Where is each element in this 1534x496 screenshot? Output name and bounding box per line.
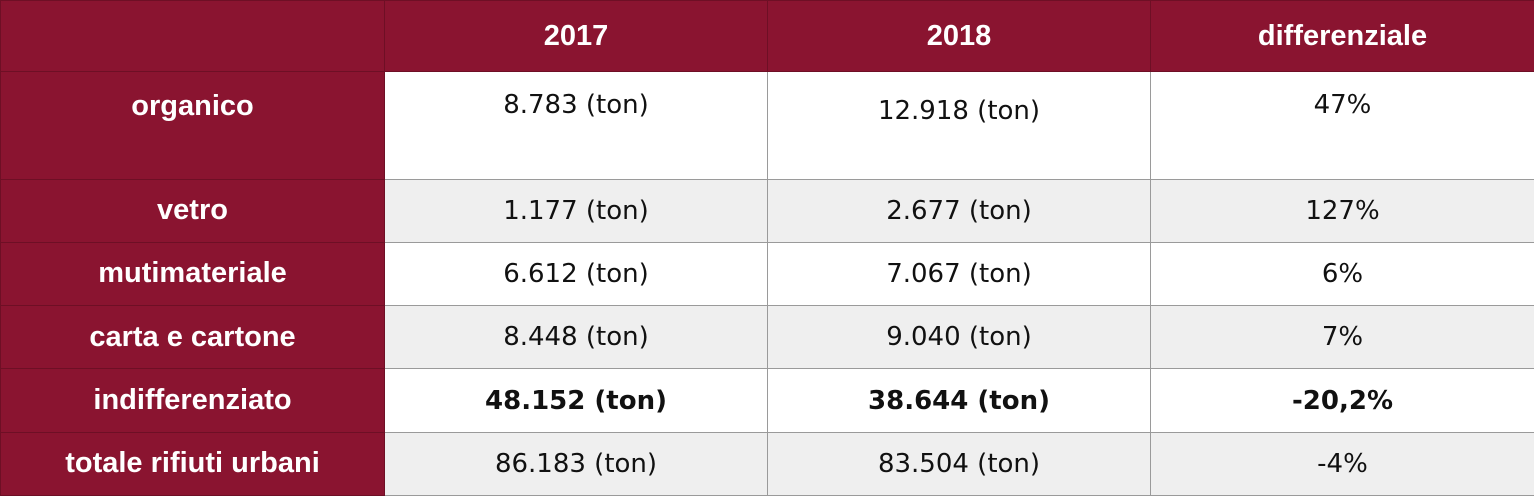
value-differenziale: 127% <box>1150 178 1534 243</box>
value-2017: 6.612 (ton) <box>384 241 768 307</box>
table-row: carta e cartone 8.448 (ton) 9.040 (ton) … <box>0 305 1534 370</box>
value-differenziale: 7% <box>1150 305 1534 370</box>
table-row: vetro 1.177 (ton) 2.677 (ton) 127% <box>0 178 1534 243</box>
row-label: organico <box>0 71 385 180</box>
value-differenziale: -20,2% <box>1150 368 1534 433</box>
value-2018: 2.677 (ton) <box>767 178 1151 243</box>
value-2018: 7.067 (ton) <box>767 241 1151 307</box>
value-2018: 83.504 (ton) <box>767 431 1151 496</box>
row-label: indifferenziato <box>0 368 385 433</box>
row-label: carta e cartone <box>0 305 385 370</box>
table-row: indifferenziato 48.152 (ton) 38.644 (ton… <box>0 368 1534 433</box>
header-corner-cell <box>0 0 385 72</box>
row-label: vetro <box>0 178 385 243</box>
value-differenziale: 47% <box>1150 71 1534 180</box>
value-differenziale: 6% <box>1150 241 1534 307</box>
table-row: mutimateriale 6.612 (ton) 7.067 (ton) 6% <box>0 241 1534 307</box>
header-row: 2017 2018 differenziale <box>0 0 1534 72</box>
value-2017: 8.783 (ton) <box>384 71 768 180</box>
row-label: mutimateriale <box>0 241 385 307</box>
table-row: totale rifiuti urbani 86.183 (ton) 83.50… <box>0 431 1534 496</box>
value-2017: 8.448 (ton) <box>384 305 768 370</box>
value-2017: 86.183 (ton) <box>384 431 768 496</box>
value-differenziale: -4% <box>1150 431 1534 496</box>
value-2017: 1.177 (ton) <box>384 178 768 243</box>
header-2018: 2018 <box>767 0 1151 72</box>
value-2018: 38.644 (ton) <box>767 368 1151 433</box>
header-differenziale: differenziale <box>1150 0 1534 72</box>
value-2018: 12.918 (ton) <box>767 71 1151 180</box>
table-row: organico 8.783 (ton) 12.918 (ton) 47% <box>0 71 1534 180</box>
value-2017: 48.152 (ton) <box>384 368 768 433</box>
row-label: totale rifiuti urbani <box>0 431 385 496</box>
value-2018: 9.040 (ton) <box>767 305 1151 370</box>
header-2017: 2017 <box>384 0 768 72</box>
